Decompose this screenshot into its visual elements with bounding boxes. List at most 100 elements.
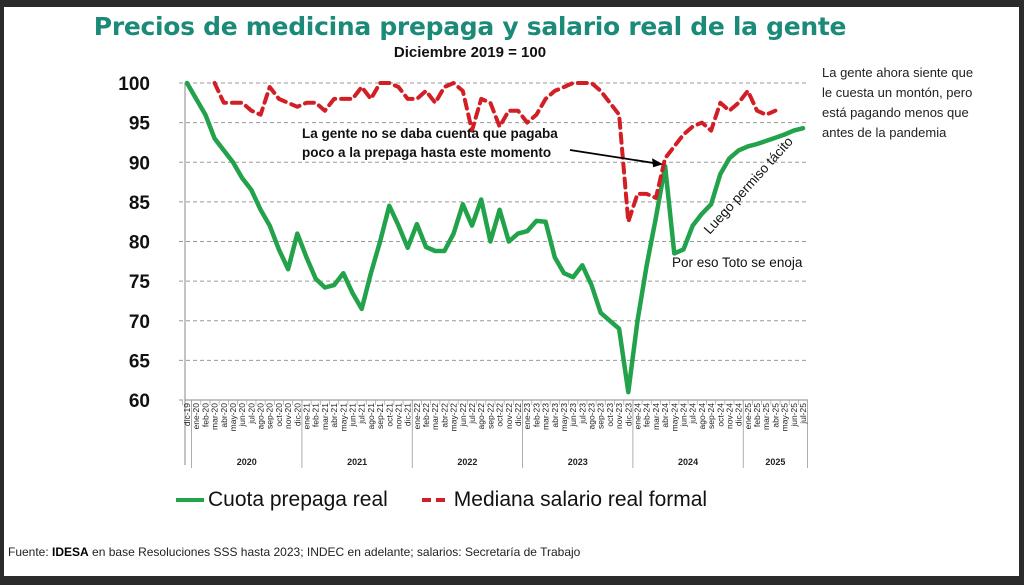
x-tick-label: jul-23 bbox=[577, 403, 587, 425]
year-label: 2021 bbox=[347, 457, 367, 467]
annotation-arrow bbox=[569, 149, 664, 168]
source-note: Fuente: IDESA en base Resoluciones SSS h… bbox=[8, 545, 580, 559]
side-note: La gente ahora siente que le cuesta un m… bbox=[822, 63, 1012, 143]
x-tick-label: dic-22 bbox=[513, 403, 523, 426]
x-tick-label: oct-23 bbox=[605, 403, 615, 427]
x-tick-label: ene-22 bbox=[412, 403, 422, 430]
x-tick-label: ene-21 bbox=[302, 403, 312, 430]
x-tick-label: may-22 bbox=[449, 403, 459, 432]
x-tick-label: nov-21 bbox=[393, 403, 403, 429]
x-tick-label: sep-21 bbox=[375, 403, 385, 429]
x-tick-label: sep-23 bbox=[596, 403, 606, 429]
x-tick-label: feb-23 bbox=[531, 403, 541, 427]
x-tick-label: ago-23 bbox=[587, 403, 597, 430]
y-tick-label: 70 bbox=[129, 312, 150, 333]
source-prefix: Fuente: bbox=[8, 545, 53, 559]
side-note-line: está pagando menos que bbox=[822, 105, 969, 120]
side-note-line: le cuesta un montón, pero bbox=[822, 85, 973, 100]
y-tick-label: 65 bbox=[129, 351, 151, 372]
arrow-line bbox=[569, 149, 656, 165]
x-tick-label: mar-24 bbox=[651, 403, 661, 430]
legend-item-salario: Mediana salario real formal bbox=[421, 488, 708, 512]
series-line-cuota-prepaga bbox=[184, 80, 806, 395]
side-note-line: antes de la pandemia bbox=[822, 125, 947, 140]
x-tick-label: jul-24 bbox=[688, 403, 698, 425]
x-tick-label: dic-19 bbox=[182, 403, 192, 426]
x-tick-label: jul-21 bbox=[357, 403, 367, 425]
x-tick-label: sep-24 bbox=[706, 403, 716, 429]
legend: Cuota prepaga real Mediana salario real … bbox=[176, 488, 707, 512]
x-tick-label: oct-21 bbox=[384, 403, 394, 427]
x-tick-label: feb-21 bbox=[311, 403, 321, 427]
y-axis-ticks: 100 95 90 85 80 75 70 65 60 bbox=[118, 74, 150, 412]
x-tick-label: feb-20 bbox=[200, 403, 210, 427]
x-tick-label: jun-23 bbox=[568, 403, 578, 428]
year-label: 2025 bbox=[765, 457, 785, 467]
x-tick-label: oct-24 bbox=[715, 403, 725, 427]
x-tick-label: dic-23 bbox=[623, 403, 633, 426]
x-tick-label: mar-21 bbox=[320, 403, 330, 430]
year-label: 2020 bbox=[237, 457, 257, 467]
x-tick-label: feb-24 bbox=[642, 403, 652, 427]
x-tick-label: nov-22 bbox=[504, 403, 514, 429]
legend-label: Mediana salario real formal bbox=[453, 488, 708, 511]
x-tick-label: mar-20 bbox=[210, 403, 220, 430]
x-tick-label: ene-23 bbox=[522, 403, 532, 430]
legend-swatch-dashed-icon bbox=[421, 498, 450, 502]
source-org: IDESA bbox=[52, 545, 89, 559]
x-tick-label: ene-25 bbox=[743, 403, 753, 430]
x-tick-label: mar-22 bbox=[430, 403, 440, 430]
x-tick-label: ene-24 bbox=[633, 403, 643, 430]
legend-item-cuota: Cuota prepaga real bbox=[176, 488, 388, 512]
series-lines bbox=[184, 80, 806, 395]
x-tick-label: ago-22 bbox=[476, 403, 486, 430]
year-label: 2022 bbox=[457, 457, 477, 467]
x-tick-label: mar-23 bbox=[541, 403, 551, 430]
x-tick-label: may-24 bbox=[669, 403, 679, 432]
x-tick-label: ago-20 bbox=[256, 403, 266, 430]
x-tick-label: may-21 bbox=[338, 403, 348, 432]
x-tick-label: abr-20 bbox=[219, 403, 229, 428]
x-tick-label: feb-22 bbox=[421, 403, 431, 427]
y-tick-label: 100 bbox=[118, 74, 150, 95]
x-tick-label: nov-23 bbox=[614, 403, 624, 429]
x-tick-label: abr-24 bbox=[660, 403, 670, 428]
y-tick-label: 90 bbox=[129, 153, 150, 174]
x-tick-label: dic-24 bbox=[734, 403, 744, 426]
x-tick-label: may-23 bbox=[559, 403, 569, 432]
y-tick-label: 75 bbox=[129, 272, 151, 293]
x-tick-label: abr-21 bbox=[329, 403, 339, 428]
side-note-line: La gente ahora siente que bbox=[822, 65, 974, 80]
x-tick-label: jul-22 bbox=[467, 403, 477, 425]
y-tick-label: 60 bbox=[129, 391, 150, 412]
x-tick-label: dic-21 bbox=[403, 403, 413, 426]
annotation-line-1: La gente no se daba cuenta que pagaba bbox=[302, 126, 558, 141]
x-tick-label: oct-20 bbox=[274, 403, 284, 427]
year-label: 2024 bbox=[678, 457, 698, 467]
x-tick-label: ago-21 bbox=[366, 403, 376, 430]
x-tick-label: sep-22 bbox=[485, 403, 495, 429]
x-tick-label: may-20 bbox=[228, 403, 238, 432]
chart-subtitle: Diciembre 2019 = 100 bbox=[393, 44, 547, 61]
x-tick-label: nov-24 bbox=[724, 403, 734, 429]
x-tick-label: jun-24 bbox=[678, 403, 688, 428]
y-tick-label: 95 bbox=[129, 114, 151, 135]
annotation-no-se-daba-cuenta: La gente no se daba cuenta que pagaba po… bbox=[302, 124, 558, 162]
x-tick-label: dic-20 bbox=[292, 403, 302, 426]
year-label: 2023 bbox=[568, 457, 588, 467]
y-tick-label: 85 bbox=[129, 193, 151, 214]
x-tick-label: jul-20 bbox=[246, 403, 256, 425]
series-line-salario-real bbox=[212, 81, 778, 224]
x-tick-label: abr-25 bbox=[770, 403, 780, 428]
x-tick-label: oct-22 bbox=[495, 403, 505, 427]
x-tick-label: mar-25 bbox=[761, 403, 771, 430]
x-tick-label: nov-20 bbox=[283, 403, 293, 429]
legend-label: Cuota prepaga real bbox=[208, 488, 388, 511]
x-tick-label: jun-20 bbox=[237, 403, 247, 428]
x-tick-label: jun-21 bbox=[347, 403, 357, 428]
annotation-line-2: poco a la prepaga hasta este momento bbox=[302, 145, 552, 160]
x-tick-label: jun-25 bbox=[789, 403, 799, 428]
x-tick-label: jul-25 bbox=[798, 403, 808, 425]
x-tick-label: abr-23 bbox=[550, 403, 560, 428]
